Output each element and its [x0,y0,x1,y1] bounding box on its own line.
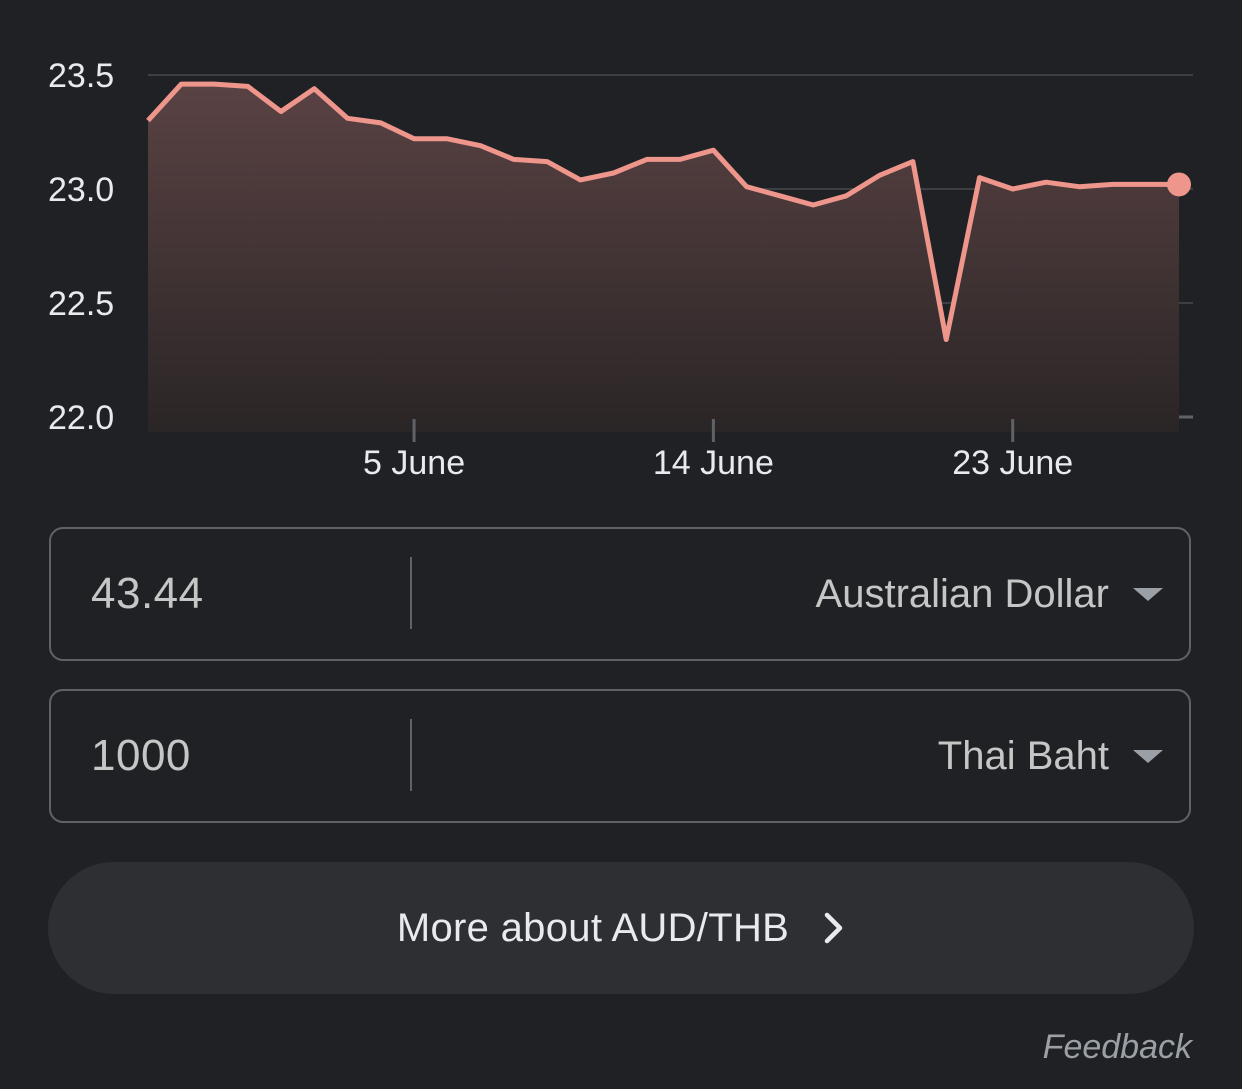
y-tick-label: 23.0 [48,171,114,209]
y-tick-label: 22.5 [48,285,114,323]
from-currency-select[interactable]: Australian Dollar [815,571,1109,616]
latest-rate-point [1167,172,1191,197]
to-currency-field: 1000 Thai Baht [49,689,1191,823]
from-amount-input[interactable]: 43.44 [91,569,204,618]
more-about-button[interactable]: More about AUD/THB [48,862,1194,994]
x-tick-label: 23 June [952,444,1073,482]
from-currency-field: 43.44 Australian Dollar [49,527,1191,661]
y-tick-label: 23.5 [48,57,114,95]
field-divider [410,719,412,791]
exchange-rate-chart: 23.5 23.0 22.5 22.0 5 June 14 June 23 June [48,57,1193,482]
chevron-right-icon [824,912,843,944]
more-about-label: More about AUD/THB [396,905,790,950]
x-tick-label: 5 June [363,444,465,482]
dropdown-arrow-icon[interactable] [1133,588,1163,601]
to-amount-input[interactable]: 1000 [91,731,191,780]
y-tick-label: 22.0 [48,399,114,437]
dropdown-arrow-icon[interactable] [1133,750,1163,763]
feedback-link[interactable]: Feedback [1042,1028,1192,1066]
rate-series-line [146,81,1179,342]
x-tick-label: 14 June [653,444,774,482]
rate-area-fill [148,84,1179,432]
field-divider [410,557,412,629]
to-currency-select[interactable]: Thai Baht [937,733,1109,778]
